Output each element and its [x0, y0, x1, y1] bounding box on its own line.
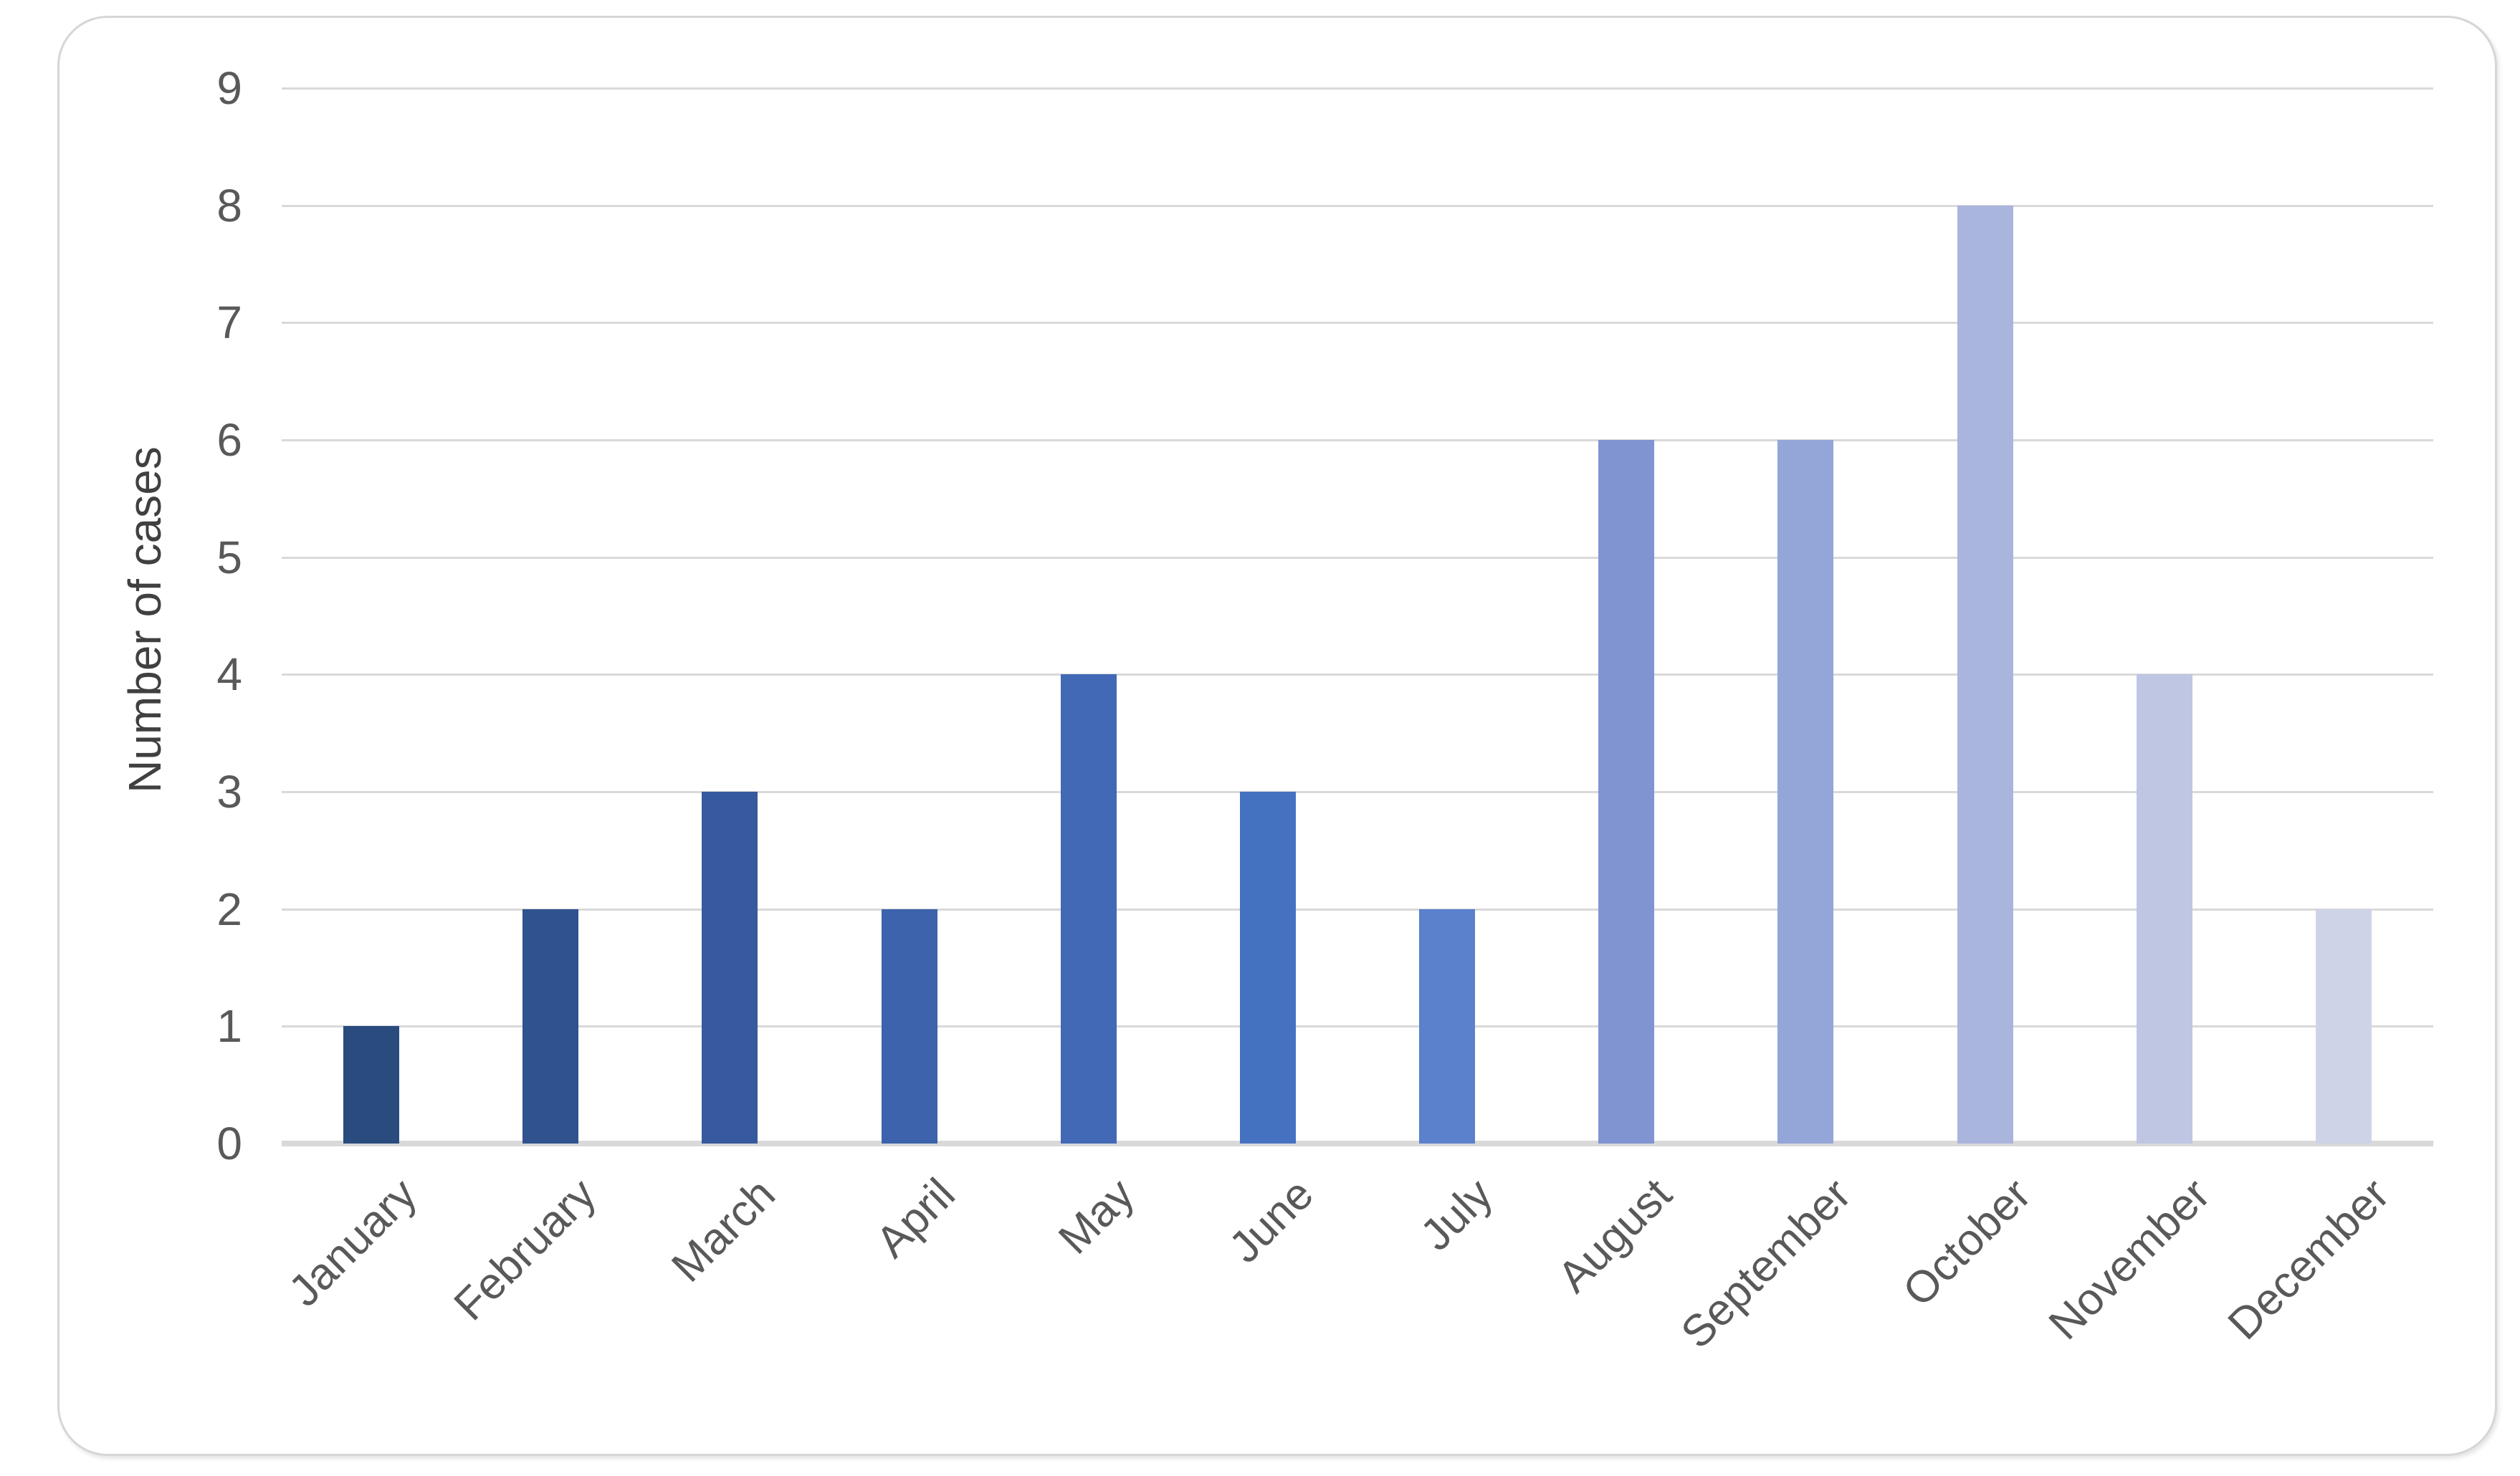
y-axis-tick-label: 3 — [216, 766, 242, 818]
gridline — [282, 322, 2433, 325]
bar-august — [1598, 440, 1655, 1144]
y-axis-tick-label: 1 — [216, 1000, 242, 1053]
chart-frame — [57, 16, 2497, 1456]
bar-january — [343, 1026, 400, 1144]
y-axis-tick-label: 9 — [216, 62, 242, 114]
y-axis-tick-label: 0 — [216, 1118, 242, 1169]
gridline — [282, 674, 2433, 676]
bar-february — [522, 909, 579, 1144]
gridline — [282, 204, 2433, 207]
bar-november — [2136, 674, 2192, 1144]
x-axis-line — [282, 1141, 2433, 1146]
gridline — [282, 908, 2433, 911]
y-axis-tick-label: 7 — [216, 297, 242, 349]
bar-september — [1777, 440, 1834, 1144]
bar-march — [702, 792, 758, 1144]
y-axis-tick-label: 8 — [216, 179, 242, 231]
gridline — [282, 1025, 2433, 1028]
bar-may — [1060, 674, 1117, 1144]
bar-june — [1239, 792, 1296, 1144]
y-axis-tick-label: 2 — [216, 883, 242, 935]
bar-october — [1957, 205, 2013, 1144]
bar-july — [1419, 909, 1476, 1144]
gridline — [282, 439, 2433, 441]
y-axis-tick-label: 5 — [216, 531, 242, 583]
bar-december — [2315, 909, 2372, 1144]
gridline — [282, 791, 2433, 793]
y-axis-tick-label: 6 — [216, 414, 242, 466]
gridline — [282, 556, 2433, 559]
y-axis-tick-label: 4 — [216, 648, 242, 701]
bar-april — [881, 909, 937, 1144]
gridline — [282, 87, 2433, 90]
